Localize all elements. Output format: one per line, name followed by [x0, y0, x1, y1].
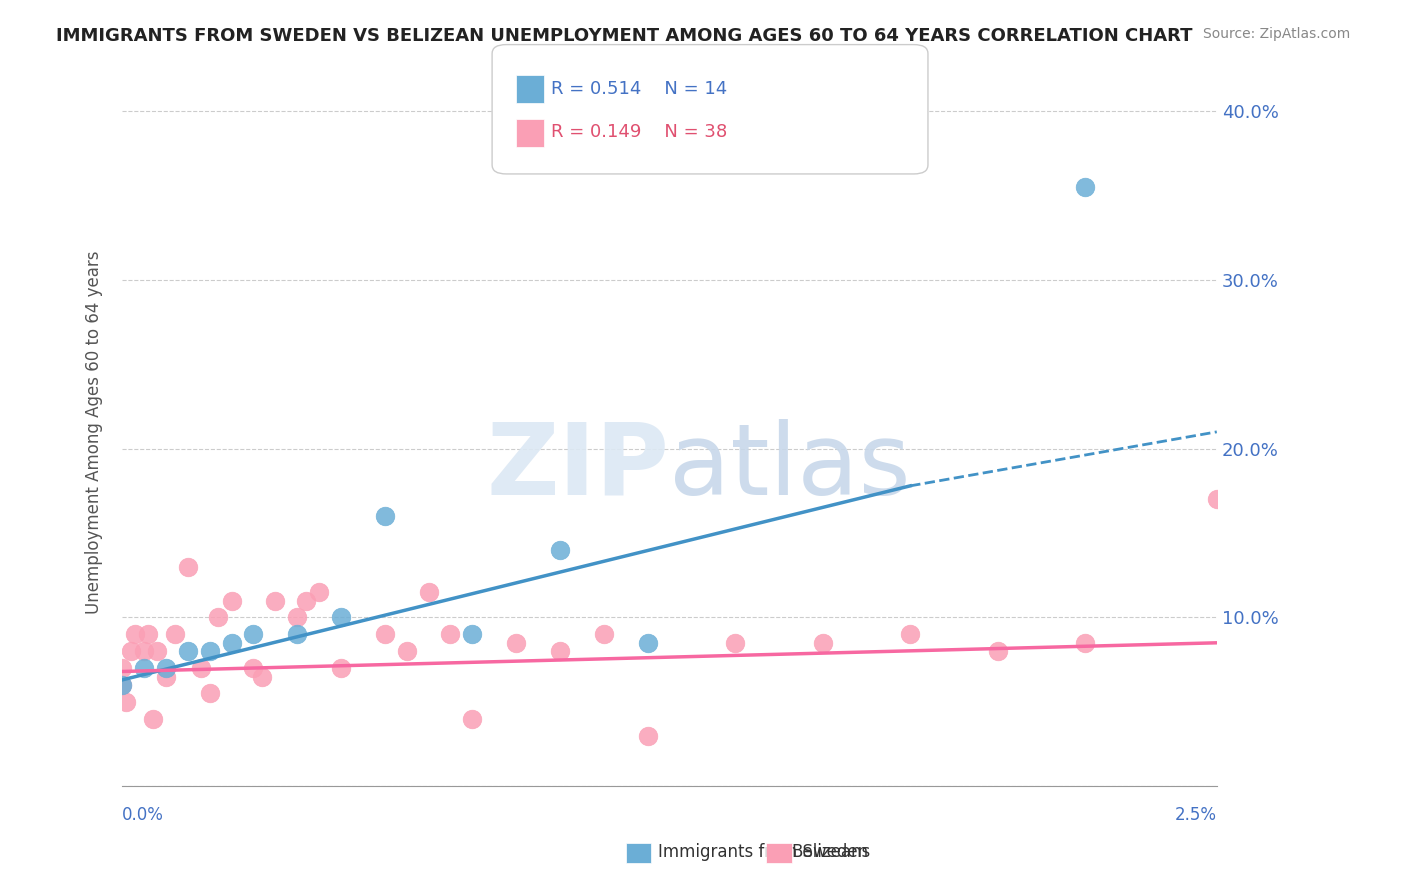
Point [811, 636, 834, 650]
Point [146, 644, 169, 658]
Point [505, 636, 527, 650]
Point [637, 636, 659, 650]
Text: R = 0.514    N = 14: R = 0.514 N = 14 [551, 80, 727, 98]
Text: ZIP: ZIP [486, 418, 669, 516]
Point [120, 644, 142, 658]
Point [207, 610, 229, 624]
Point [330, 661, 353, 675]
Point [461, 712, 484, 726]
Point [177, 559, 200, 574]
Point [155, 661, 177, 675]
Point [242, 627, 264, 641]
Point [439, 627, 461, 641]
Text: Source: ZipAtlas.com: Source: ZipAtlas.com [1202, 27, 1350, 41]
Point [155, 669, 177, 683]
Point [395, 644, 418, 658]
Point [142, 712, 165, 726]
Text: IMMIGRANTS FROM SWEDEN VS BELIZEAN UNEMPLOYMENT AMONG AGES 60 TO 64 YEARS CORREL: IMMIGRANTS FROM SWEDEN VS BELIZEAN UNEMP… [56, 27, 1192, 45]
Point [198, 644, 221, 658]
Point [221, 593, 243, 607]
Point [724, 636, 747, 650]
Point [111, 678, 134, 692]
Point [111, 661, 134, 675]
Point [221, 636, 243, 650]
Point [330, 610, 353, 624]
Point [374, 627, 396, 641]
Point [115, 695, 138, 709]
Point [250, 669, 273, 683]
Point [592, 627, 614, 641]
Point [308, 585, 330, 599]
Point [1074, 180, 1097, 194]
Text: atlas: atlas [669, 418, 911, 516]
Point [1205, 492, 1227, 507]
Point [987, 644, 1010, 658]
Point [190, 661, 212, 675]
Point [264, 593, 287, 607]
Text: 0.0%: 0.0% [122, 806, 165, 824]
Point [285, 627, 308, 641]
Point [242, 661, 264, 675]
Point [285, 610, 308, 624]
Point [548, 543, 571, 558]
Point [132, 644, 155, 658]
Point [295, 593, 318, 607]
Point [177, 644, 200, 658]
Text: Belizeans: Belizeans [792, 843, 870, 861]
Text: Immigrants from Sweden: Immigrants from Sweden [658, 843, 868, 861]
Point [1074, 636, 1097, 650]
Point [418, 585, 440, 599]
Point [548, 644, 571, 658]
Point [163, 627, 186, 641]
Point [898, 627, 921, 641]
Text: 2.5%: 2.5% [1175, 806, 1216, 824]
Point [637, 729, 659, 743]
Y-axis label: Unemployment Among Ages 60 to 64 years: Unemployment Among Ages 60 to 64 years [86, 250, 103, 614]
Point [111, 678, 134, 692]
Point [124, 627, 146, 641]
Point [136, 627, 159, 641]
Point [461, 627, 484, 641]
Point [198, 686, 221, 700]
Point [374, 509, 396, 524]
Text: R = 0.149    N = 38: R = 0.149 N = 38 [551, 123, 727, 141]
Point [132, 661, 155, 675]
